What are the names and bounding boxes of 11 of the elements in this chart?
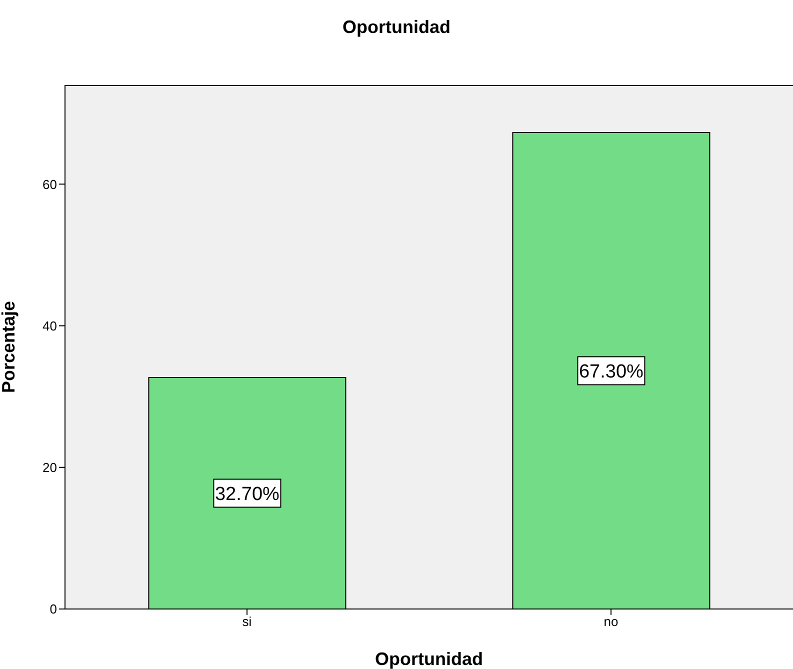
x-tick-label: no bbox=[604, 614, 618, 630]
data-label: 32.70% bbox=[214, 484, 280, 506]
x-tick-label: si bbox=[242, 614, 252, 630]
y-tick-label: 0 bbox=[50, 602, 57, 617]
data-label: 67.30% bbox=[578, 362, 644, 383]
y-tick-label: 40 bbox=[42, 318, 57, 334]
y-axis-title: Porcentaje bbox=[0, 300, 18, 394]
x-axis-title: Oportunidad bbox=[375, 649, 483, 669]
y-tick-label: 20 bbox=[42, 460, 57, 475]
y-tick-label: 60 bbox=[42, 176, 57, 192]
chart-title: Oportunidad bbox=[342, 17, 452, 38]
